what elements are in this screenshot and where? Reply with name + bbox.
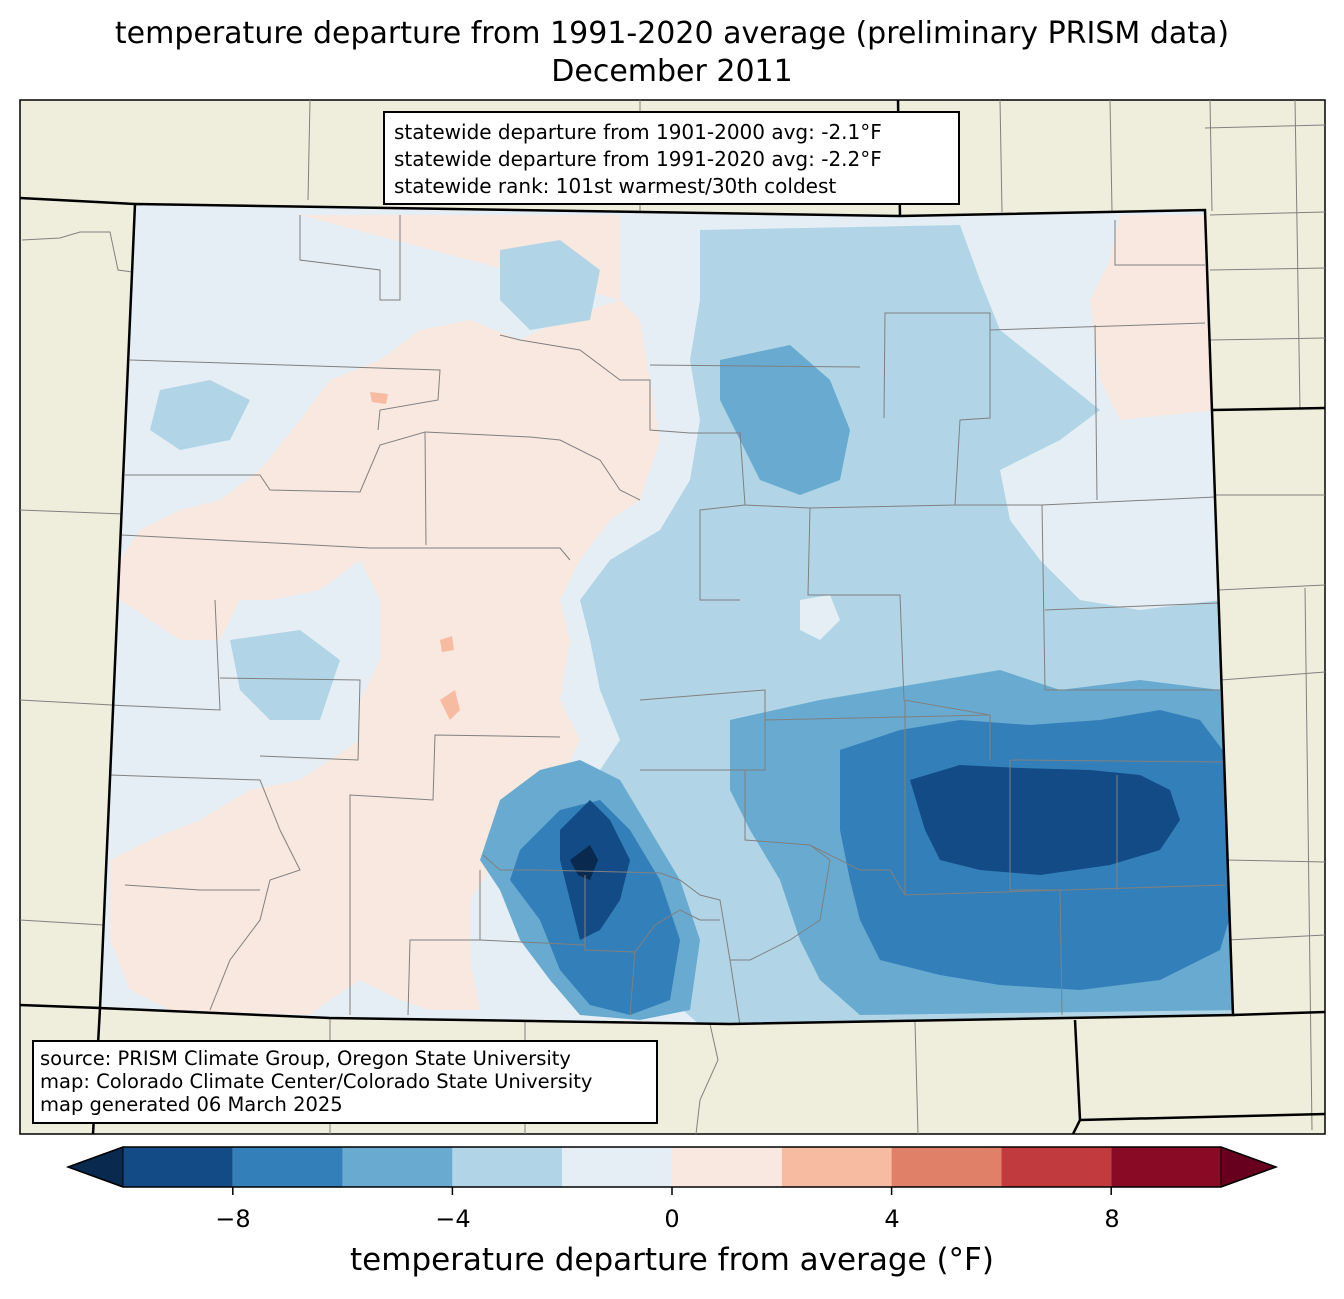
- stats-departure-1991-2020: statewide departure from 1991-2020 avg: …: [394, 147, 882, 171]
- colorbar-label: temperature departure from average (°F): [350, 1242, 994, 1278]
- colorbar-tick-label: −4: [435, 1205, 471, 1233]
- colorbar-outline: [65, 1146, 1279, 1188]
- cold-anomaly-denver: [720, 345, 850, 495]
- colorbar-tick-label: 8: [1104, 1205, 1120, 1233]
- extreme-cold-sanluis: [560, 800, 630, 940]
- warm-anomaly-northeast: [1090, 215, 1215, 420]
- colorbar-bin: [452, 1147, 563, 1187]
- temperature-departure-field: [100, 204, 1233, 1024]
- neighbor-county-lines: [19, 99, 1326, 1135]
- extreme-cold-southeast: [910, 765, 1180, 875]
- colorbar-over-arrow: [1220, 1146, 1278, 1188]
- colorbar-bin: [342, 1147, 453, 1187]
- colorbar-ticks: [232, 1187, 1112, 1195]
- colorbar-bin: [562, 1147, 672, 1187]
- colorbar-tick-label: 4: [884, 1205, 900, 1233]
- county-boundaries: [109, 215, 1226, 1026]
- stats-rank: statewide rank: 101st warmest/30th colde…: [394, 174, 837, 198]
- map-credit-line: map: Colorado Climate Center/Colorado St…: [40, 1070, 593, 1093]
- colorbar-bin: [781, 1147, 892, 1187]
- colorbar-bin: [672, 1147, 782, 1187]
- colorbar-bin: [232, 1147, 343, 1187]
- source-line: source: PRISM Climate Group, Oregon Stat…: [40, 1047, 571, 1070]
- colorbar: [65, 1146, 1279, 1188]
- stats-departure-1901-2000: statewide departure from 1901-2000 avg: …: [394, 120, 882, 144]
- map-title: temperature departure from 1991-2020 ave…: [114, 16, 1230, 51]
- colorbar-bin: [1001, 1147, 1112, 1187]
- statewide-stats-box: statewide departure from 1901-2000 avg: …: [383, 111, 960, 205]
- colorbar-bin: [123, 1147, 233, 1187]
- colorbar-under-arrow: [66, 1146, 124, 1188]
- generated-date-line: map generated 06 March 2025: [40, 1093, 343, 1116]
- colorbar-bin: [1111, 1147, 1221, 1187]
- colorbar-tick-label: 0: [664, 1205, 680, 1233]
- map-subtitle: December 2011: [551, 54, 793, 89]
- colorbar-tick-label: −8: [215, 1205, 251, 1233]
- colorbar-bin: [891, 1147, 1002, 1187]
- source-box: source: PRISM Climate Group, Oregon Stat…: [32, 1040, 658, 1124]
